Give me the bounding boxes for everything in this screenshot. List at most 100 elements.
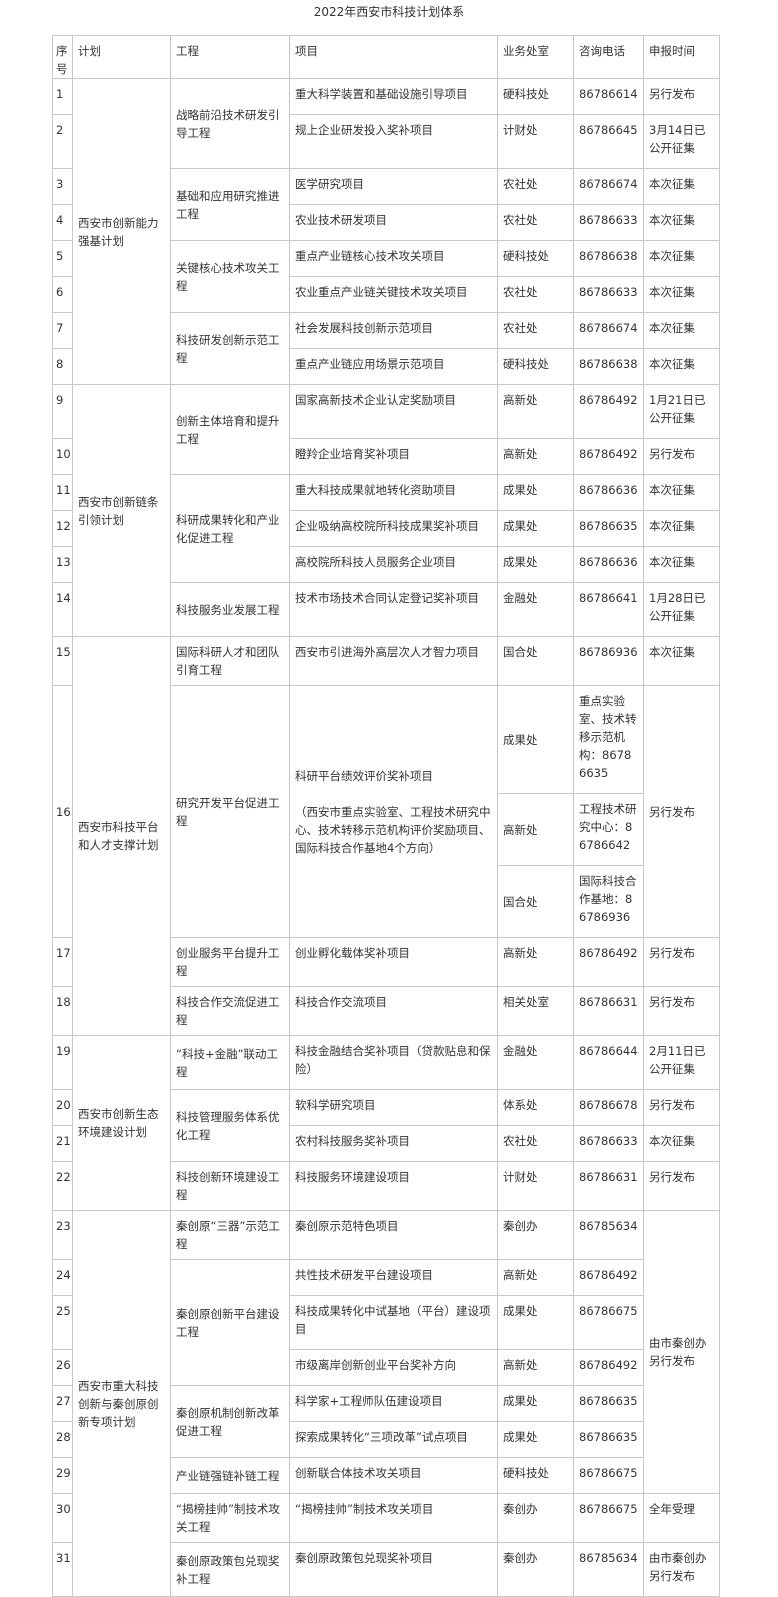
seq-cell: 15	[52, 636, 73, 686]
department-cell: 计财处	[497, 1161, 574, 1211]
table-row: 9 西安市创新链条引领计划 创新主体培育和提升工程 国家高新技术企业认定奖励项目 高新处…	[52, 384, 720, 637]
project-cell: 西安市引进海外高层次人才智力项目	[289, 636, 498, 686]
seq-cell: 2	[52, 114, 73, 169]
project-name: 企业吸纳高校院所科技成果奖补项目	[295, 519, 479, 533]
seq-cell: 12	[52, 510, 73, 547]
table-row: 15 西安市科技平台和人才支撑计划 国际科研人才和团队引育工程 西安市引进海外高层次人…	[52, 636, 720, 1036]
engineering-cell: 战略前沿技术研发引导工程	[170, 78, 290, 169]
project-cell: 重点产业链应用场景示范项目	[289, 348, 498, 385]
department-cell: 成果处	[497, 546, 574, 583]
time-cell: 另行发布	[643, 78, 720, 115]
engineering-cell: 科技管理服务体系优化工程	[170, 1089, 290, 1162]
project-cell: 探索成果转化“三项改革”试点项目	[289, 1421, 498, 1458]
engineering-cell: 秦创原政策包兑现奖补工程	[170, 1542, 290, 1597]
department-cell: 成果处	[497, 510, 574, 547]
phone-cell: 86786635	[573, 510, 644, 547]
engineering-cell: 秦创原机制创新改革促进工程	[170, 1385, 290, 1458]
table-row: 22 科技创新环境建设工程 科技服务环境建设项目 计财处 86786631 另行发布	[52, 1161, 720, 1211]
department-cell: 国合处	[497, 865, 574, 938]
time-cell: 本次征集	[643, 204, 720, 241]
table-row: 19 西安市创新生态环境建设计划 “科技+金融”联动工程 科技金融结合奖补项目（贷款贴…	[52, 1035, 720, 1211]
time-cell: 2月11日已公开征集	[643, 1035, 720, 1090]
project-cell: 科技合作交流项目	[289, 986, 498, 1036]
project-name: 瞪羚企业培育奖补项目	[295, 447, 410, 461]
phone-cell: 86786678	[573, 1089, 644, 1126]
table-row: 7 科技研发创新示范工程 社会发展科技创新示范项目 农社处 86786674 本次征集	[52, 312, 720, 385]
department-cell: 高新处	[497, 384, 574, 439]
engineering-cell: 产业链强链补链工程	[170, 1457, 290, 1494]
table-row: 23 西安市重大科技创新与秦创原创新专项计划 秦创原“三器”示范工程 秦创原示范特色项…	[52, 1210, 720, 1597]
department-cell: 硬科技处	[497, 1457, 574, 1494]
project-cell: 创业孵化载体奖补项目	[289, 937, 498, 987]
time-cell: 另行发布	[643, 1089, 720, 1126]
engineering-cell: 基础和应用研究推进工程	[170, 168, 290, 241]
time-cell: 另行发布	[643, 438, 720, 475]
project-cell: 科学家+工程师队伍建设项目	[289, 1385, 498, 1422]
table-row: 24 秦创原创新平台建设工程 共性技术研发平台建设项目 高新处 86786492	[52, 1259, 720, 1386]
project-note: （西安市重点实验室、工程技术研究中心、技术转移示范机构评价奖励项目、国际科技合作…	[295, 804, 491, 855]
project-cell: 社会发展科技创新示范项目	[289, 312, 498, 349]
phone-cell: 86786641	[573, 582, 644, 637]
department-cell: 农社处	[497, 312, 574, 349]
department-cell: 农社处	[497, 1125, 574, 1162]
time-cell: 本次征集	[643, 312, 720, 349]
engineering-cell: “科技+金融”联动工程	[170, 1035, 290, 1090]
phone-cell: 86786492	[573, 438, 644, 475]
project-cell: 农业重点产业链关键技术攻关项目	[289, 276, 498, 313]
plan-cell: 西安市创新链条引领计划	[72, 384, 171, 637]
seq-cell: 11	[52, 474, 73, 511]
plan-cell: 西安市创新能力强基计划	[72, 78, 171, 385]
project-cell: 重点产业链核心技术攻关项目	[289, 240, 498, 277]
project-name: 科研平台绩效评价奖补项目	[295, 768, 433, 783]
project-cell: 科技金融结合奖补项目（贷款贴息和保险）	[289, 1035, 498, 1090]
engineering-cell: 科技研发创新示范工程	[170, 312, 290, 385]
time-cell: 另行发布	[643, 937, 720, 987]
time-cell: 另行发布	[643, 685, 720, 938]
seq-cell: 5	[52, 240, 73, 277]
table-row: 26 市级离岸创新创业平台奖补方向 高新处 86786492	[52, 1349, 720, 1386]
table-row: 28 探索成果转化“三项改革”试点项目 成果处 86786635	[52, 1421, 720, 1458]
table-row: 高新处 工程技术研究中心：86786642	[53, 793, 720, 866]
phone-cell: 86786636	[573, 546, 644, 583]
department-cell: 硬科技处	[497, 78, 574, 115]
department-cell: 成果处	[497, 1295, 574, 1350]
project-name: 重大科学装置和基础设施引导项目	[295, 87, 468, 101]
department-cell: 成果处	[497, 1421, 574, 1458]
phone-cell: 86786936	[573, 636, 644, 686]
seq-cell: 30	[52, 1493, 73, 1543]
department-cell: 成果处	[497, 685, 574, 794]
project-name: 国家高新技术企业认定奖励项目	[295, 393, 456, 407]
phone-cell: 国际科技合作基地：86786936	[573, 865, 644, 938]
seq-cell: 18	[52, 986, 73, 1036]
seq-cell: 28	[52, 1421, 73, 1458]
department-cell: 高新处	[497, 438, 574, 475]
phone-cell: 86786492	[573, 1259, 644, 1296]
phone-cell: 重点实验室、技术转移示范机构：86786635	[573, 685, 644, 794]
header-seq: 序号	[52, 35, 73, 79]
engineering-cell: 创业服务平台提升工程	[170, 937, 290, 987]
seq-cell: 1	[52, 78, 73, 115]
department-cell: 农社处	[497, 168, 574, 205]
table-row: 27 秦创原机制创新改革促进工程 科学家+工程师队伍建设项目 成果处 86786635	[52, 1385, 720, 1458]
department-cell: 成果处	[497, 474, 574, 511]
header-project: 项目	[289, 35, 498, 79]
department-cell: 农社处	[497, 276, 574, 313]
seq-cell: 25	[52, 1295, 73, 1350]
phone-cell: 86786638	[573, 240, 644, 277]
department-cell: 计财处	[497, 114, 574, 169]
project-cell: 市级离岸创新创业平台奖补方向	[289, 1349, 498, 1386]
seq-cell: 4	[52, 204, 73, 241]
time-cell: 3月14日已公开征集	[643, 114, 720, 169]
table-row: 18 科技合作交流促进工程 科技合作交流项目 相关处室 86786631 另行发布	[52, 986, 720, 1036]
seq-cell: 8	[52, 348, 73, 385]
phone-cell: 86786675	[573, 1457, 644, 1494]
engineering-cell: 科技创新环境建设工程	[170, 1161, 290, 1211]
table-row: 25 科技成果转化中试基地（平台）建设项目 成果处 86786675	[52, 1295, 720, 1350]
department-cell: 秦创办	[497, 1493, 574, 1543]
project-name: 重大科技成果就地转化资助项目	[295, 483, 456, 497]
project-name: “揭榜挂帅”制技术攻关项目	[295, 1502, 434, 1516]
table-row: 11 科研成果转化和产业化促进工程 重大科技成果就地转化资助项目 成果处 8678663…	[52, 474, 720, 583]
project-name: 市级离岸创新创业平台奖补方向	[295, 1358, 456, 1372]
table-row: 1 西安市创新能力强基计划 战略前沿技术研发引导工程 重大科学装置和基础设施引导项目 硬…	[52, 78, 720, 385]
engineering-cell: 秦创原“三器”示范工程	[170, 1210, 290, 1260]
